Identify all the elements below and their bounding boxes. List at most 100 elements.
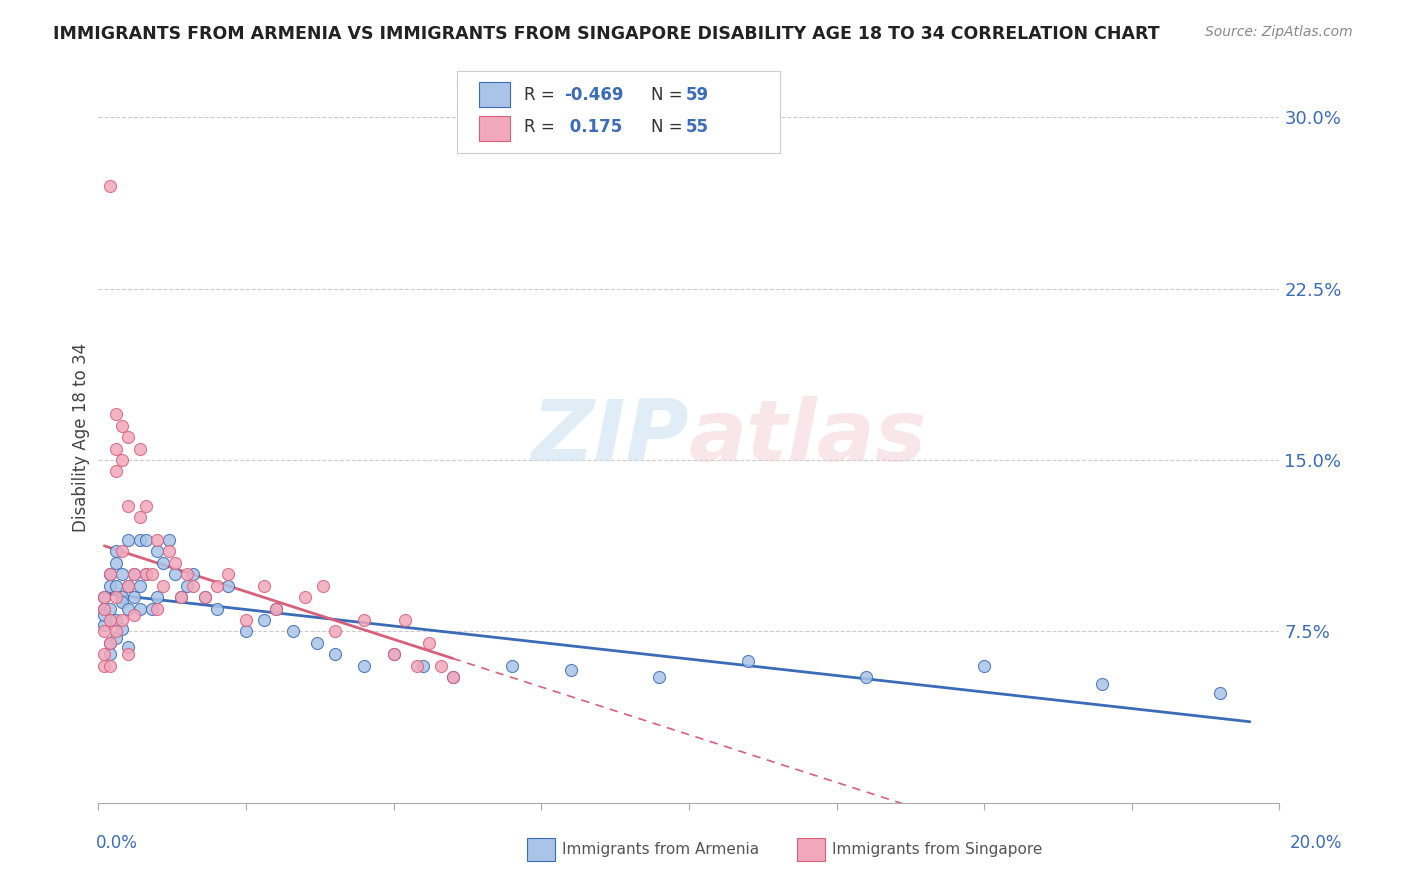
Point bbox=[165, 567, 187, 582]
Point bbox=[305, 636, 328, 650]
Point bbox=[122, 590, 145, 604]
Point bbox=[194, 590, 217, 604]
Point bbox=[128, 579, 150, 593]
Point bbox=[152, 579, 174, 593]
Point bbox=[105, 579, 128, 593]
Point bbox=[105, 590, 128, 604]
Text: Immigrants from Singapore: Immigrants from Singapore bbox=[832, 842, 1043, 856]
Point bbox=[205, 579, 228, 593]
Point bbox=[117, 640, 139, 655]
Point bbox=[205, 601, 228, 615]
Text: -0.469: -0.469 bbox=[564, 86, 623, 103]
Text: 20.0%: 20.0% bbox=[1291, 834, 1343, 852]
Point bbox=[117, 647, 139, 661]
Point bbox=[146, 533, 169, 547]
Point bbox=[157, 544, 180, 558]
Point bbox=[122, 608, 145, 623]
Point bbox=[560, 663, 582, 677]
Point bbox=[122, 567, 145, 582]
Point bbox=[648, 670, 671, 684]
Point bbox=[146, 601, 169, 615]
Point bbox=[111, 567, 134, 582]
Point bbox=[264, 601, 287, 615]
Point bbox=[283, 624, 305, 639]
Point bbox=[176, 567, 198, 582]
Point bbox=[105, 442, 128, 456]
Point bbox=[430, 658, 453, 673]
Point bbox=[111, 613, 134, 627]
Point bbox=[93, 617, 115, 632]
Point bbox=[122, 567, 145, 582]
Point bbox=[93, 601, 115, 615]
Point bbox=[98, 178, 121, 193]
Point bbox=[323, 624, 346, 639]
Point bbox=[441, 670, 464, 684]
Point bbox=[353, 658, 375, 673]
Point bbox=[235, 624, 257, 639]
Point bbox=[117, 430, 139, 444]
Point bbox=[135, 533, 157, 547]
Point bbox=[117, 579, 139, 593]
Point bbox=[93, 608, 115, 623]
Point bbox=[111, 622, 134, 636]
Point bbox=[141, 601, 163, 615]
Point bbox=[128, 510, 150, 524]
Text: Immigrants from Armenia: Immigrants from Armenia bbox=[562, 842, 759, 856]
Text: R =: R = bbox=[524, 118, 561, 136]
Point bbox=[105, 632, 128, 646]
Point bbox=[105, 464, 128, 478]
Point bbox=[1091, 677, 1114, 691]
Point bbox=[737, 654, 759, 668]
Point bbox=[111, 595, 134, 609]
Text: 59: 59 bbox=[686, 86, 709, 103]
Point bbox=[170, 590, 193, 604]
Point bbox=[264, 601, 287, 615]
Point bbox=[93, 590, 115, 604]
Text: atlas: atlas bbox=[689, 395, 927, 479]
Point bbox=[98, 567, 121, 582]
Point bbox=[105, 613, 128, 627]
Text: ZIP: ZIP bbox=[531, 395, 689, 479]
Point bbox=[98, 567, 121, 582]
Point bbox=[217, 567, 239, 582]
Point bbox=[157, 533, 180, 547]
Point bbox=[146, 544, 169, 558]
Point bbox=[181, 567, 204, 582]
Point bbox=[93, 601, 115, 615]
Point bbox=[93, 658, 115, 673]
Point bbox=[152, 556, 174, 570]
Point bbox=[135, 567, 157, 582]
Point bbox=[93, 590, 115, 604]
Text: IMMIGRANTS FROM ARMENIA VS IMMIGRANTS FROM SINGAPORE DISABILITY AGE 18 TO 34 COR: IMMIGRANTS FROM ARMENIA VS IMMIGRANTS FR… bbox=[53, 25, 1160, 43]
Point bbox=[176, 579, 198, 593]
Point bbox=[117, 579, 139, 593]
Text: N =: N = bbox=[651, 118, 688, 136]
Point bbox=[135, 499, 157, 513]
Point bbox=[170, 590, 193, 604]
Text: 0.0%: 0.0% bbox=[96, 834, 138, 852]
Point bbox=[194, 590, 217, 604]
Point bbox=[294, 590, 316, 604]
Point bbox=[98, 613, 121, 627]
Point bbox=[412, 658, 434, 673]
Point bbox=[128, 533, 150, 547]
Point bbox=[128, 601, 150, 615]
Point bbox=[98, 601, 121, 615]
Point bbox=[253, 579, 276, 593]
Text: Source: ZipAtlas.com: Source: ZipAtlas.com bbox=[1205, 25, 1353, 39]
Point bbox=[323, 647, 346, 661]
Point bbox=[98, 636, 121, 650]
Point bbox=[111, 418, 134, 433]
Point bbox=[98, 647, 121, 661]
Point bbox=[394, 613, 416, 627]
Text: R =: R = bbox=[524, 86, 561, 103]
Point bbox=[117, 499, 139, 513]
Point bbox=[973, 658, 995, 673]
Text: 0.175: 0.175 bbox=[564, 118, 621, 136]
Point bbox=[105, 544, 128, 558]
Point bbox=[111, 453, 134, 467]
Point bbox=[117, 533, 139, 547]
Point bbox=[501, 658, 523, 673]
Point bbox=[855, 670, 877, 684]
Point bbox=[141, 567, 163, 582]
